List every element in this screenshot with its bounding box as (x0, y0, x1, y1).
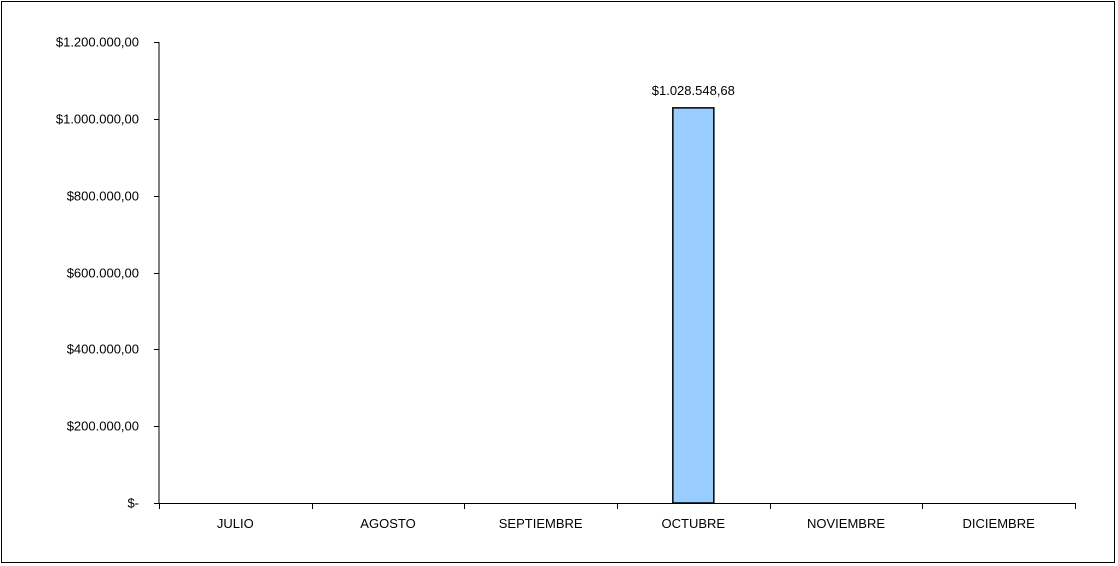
bars (672, 107, 715, 504)
x-tick-label: AGOSTO (360, 516, 415, 531)
y-tick-label: $400.000,00 (67, 342, 139, 357)
x-tick-label: DICIEMBRE (963, 516, 1036, 531)
x-tick-label: JULIO (217, 516, 254, 531)
y-tick-label: $1.200.000,00 (56, 35, 139, 50)
y-tick-label: $1.000.000,00 (56, 112, 139, 127)
y-tick-label: $200.000,00 (67, 419, 139, 434)
data-labels: $1.028.548,68 (652, 83, 735, 98)
y-axis: $- $200.000,00 $400.000,00 $600.000,00 $800.… (56, 35, 160, 511)
x-tick-label: OCTUBRE (662, 516, 726, 531)
y-tick-label: $600.000,00 (67, 266, 139, 281)
x-axis: JULIO AGOSTO SEPTIEMBRE OCTUBRE NOVIEMBRE DIC… (159, 503, 1076, 531)
x-tick-label: SEPTIEMBRE (499, 516, 583, 531)
bar-octubre (672, 107, 715, 504)
x-tick-label: NOVIEMBRE (807, 516, 885, 531)
bar-value-label: $1.028.548,68 (652, 83, 735, 98)
y-tick-label: $- (127, 496, 139, 511)
y-tick-label: $800.000,00 (67, 189, 139, 204)
